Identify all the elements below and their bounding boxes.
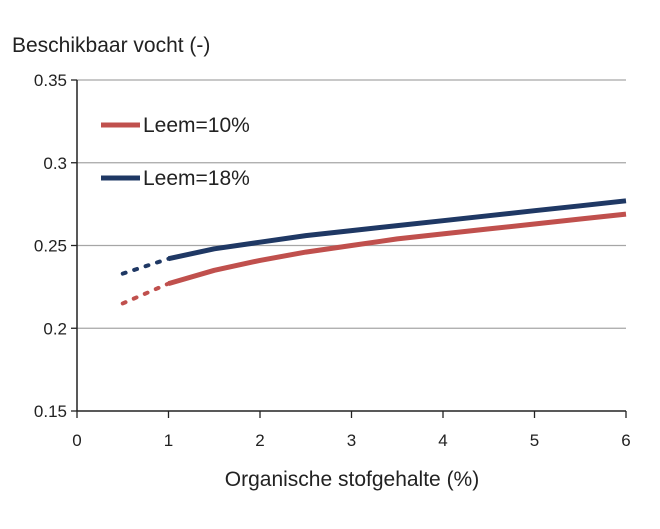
x-tick-label: 0 <box>72 431 81 450</box>
legend-label-leem-18: Leem=18% <box>143 167 250 190</box>
legend: Leem=10% Leem=18% <box>101 114 250 190</box>
y-axis-label: Beschikbaar vocht (-) <box>12 34 211 57</box>
y-tick-label: 0.3 <box>43 154 67 173</box>
axes <box>71 79 627 418</box>
x-tick-label: 5 <box>530 431 539 450</box>
x-tick-label: 1 <box>164 431 173 450</box>
x-tick-label: 4 <box>438 431 447 450</box>
series-extrapolation-leem-10 <box>120 281 171 306</box>
x-axis-label: Organische stofgehalte (%) <box>224 468 480 491</box>
series-lines <box>120 198 627 306</box>
x-tick-label: 3 <box>347 431 356 450</box>
y-tick-label: 0.35 <box>34 71 67 90</box>
legend-label-leem-10: Leem=10% <box>143 114 250 137</box>
x-tick-label: 6 <box>621 431 630 450</box>
series-line-leem-18 <box>167 198 627 262</box>
y-tick-label: 0.25 <box>34 237 67 256</box>
y-tick-label: 0.15 <box>34 402 67 421</box>
series-line-leem-10 <box>167 211 627 287</box>
x-tick-label: 2 <box>255 431 264 450</box>
x-tick-labels: 0 1 2 3 4 5 6 <box>72 431 630 450</box>
series-extrapolation-leem-18 <box>120 256 171 276</box>
y-tick-labels: 0.15 0.2 0.25 0.3 0.35 <box>34 71 67 421</box>
y-tick-label: 0.2 <box>43 319 67 338</box>
